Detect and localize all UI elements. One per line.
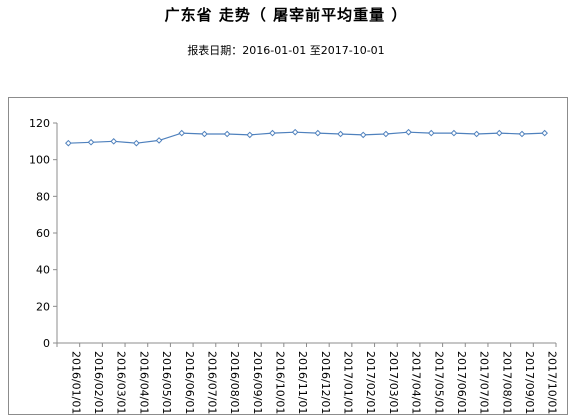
data-point — [518, 130, 526, 138]
x-tick-label: 2016/03/01 — [115, 351, 128, 414]
data-point — [87, 138, 95, 146]
x-tick-label: 2017/04/01 — [410, 351, 423, 414]
data-point — [405, 128, 412, 136]
chart-title: 广东省 走势（ 屠宰前平均重量 ） — [164, 6, 408, 24]
data-point — [269, 129, 276, 137]
data-point — [359, 131, 367, 139]
data-point — [382, 130, 390, 138]
y-tick-label: 20 — [36, 300, 50, 313]
x-tick-label: 2016/02/01 — [92, 351, 105, 414]
data-point — [155, 137, 163, 144]
data-point — [223, 130, 231, 138]
data-point — [541, 129, 548, 137]
data-point — [246, 131, 254, 139]
y-tick-label: 80 — [36, 190, 50, 203]
y-tick-label: 60 — [36, 227, 50, 240]
data-point — [427, 129, 435, 137]
data-point — [450, 129, 458, 137]
y-tick-label: 40 — [36, 264, 50, 277]
data-point — [337, 130, 344, 138]
x-tick-label: 2017/02/01 — [364, 351, 377, 414]
data-point — [201, 130, 208, 138]
x-tick-label: 2016/12/01 — [319, 351, 332, 414]
x-tick-label: 2016/06/01 — [183, 351, 196, 414]
x-tick-label: 2017/08/01 — [500, 351, 513, 414]
x-tick-label: 2017/03/01 — [387, 351, 400, 414]
x-tick-label: 2017/07/01 — [478, 351, 491, 414]
x-tick-label: 2016/04/01 — [137, 351, 150, 414]
x-tick-label: 2016/09/01 — [251, 351, 264, 414]
x-tick-label: 2017/10/01 — [546, 351, 559, 414]
line-chart: 0 20 40 60 80 100 120 2016/01/01 2016/02/01 2016/… — [29, 117, 559, 414]
series-line — [68, 131, 545, 144]
y-tick-label: 100 — [29, 154, 50, 167]
x-tick-label: 2016/01/01 — [69, 351, 82, 414]
x-tick-label: 2016/08/01 — [228, 351, 241, 414]
x-tick-label: 2017/09/01 — [523, 351, 536, 414]
x-tick-label: 2016/05/01 — [160, 351, 173, 414]
data-point — [473, 130, 480, 138]
data-point — [65, 139, 72, 147]
data-point — [314, 129, 322, 137]
x-tick-label: 2017/05/01 — [432, 351, 445, 414]
y-tick-label: 0 — [43, 337, 50, 350]
x-tick-label: 2016/11/01 — [296, 351, 309, 414]
x-tick-label: 2017/01/01 — [342, 351, 355, 414]
data-point — [110, 138, 118, 145]
x-tick-label: 2016/10/01 — [273, 351, 286, 414]
x-tick-label: 2016/07/01 — [205, 351, 218, 414]
data-point — [133, 139, 140, 147]
chart-area: 0 20 40 60 80 100 120 2016/01/01 2016/02/01 2016/… — [8, 97, 568, 415]
y-tick-label: 120 — [29, 117, 50, 130]
data-point — [495, 129, 503, 137]
data-point — [178, 129, 186, 137]
x-tick-label: 2017/06/01 — [455, 351, 468, 414]
report-date-range: 报表日期：2016-01-01 至2017-10-01 — [187, 44, 385, 57]
data-point — [291, 128, 299, 136]
